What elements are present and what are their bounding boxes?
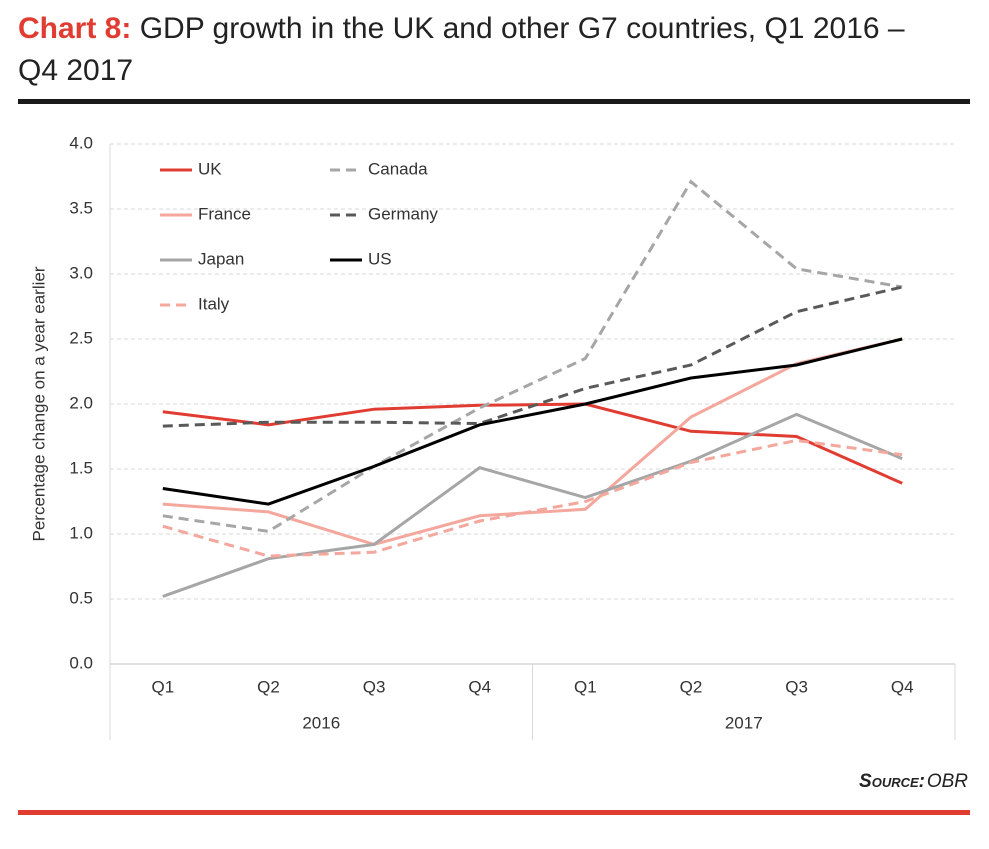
x-tick-label: Q1: [574, 677, 597, 696]
y-tick-label: 1.5: [69, 458, 93, 477]
y-tick-label: 0.0: [69, 653, 93, 672]
x-tick-label: Q2: [680, 677, 703, 696]
y-tick-label: 2.0: [69, 393, 93, 412]
legend-label: Canada: [368, 159, 428, 178]
y-tick-label: 2.5: [69, 328, 93, 347]
source-label: Source:: [859, 771, 925, 792]
y-tick-label: 0.5: [69, 588, 93, 607]
y-tick-label: 1.0: [69, 523, 93, 542]
title-prefix: Chart 8:: [18, 12, 132, 45]
legend-label: US: [368, 249, 392, 268]
bottom-rule: [18, 810, 970, 815]
legend-label: Italy: [198, 294, 230, 313]
legend-label: Germany: [368, 204, 438, 223]
x-tick-label: Q3: [785, 677, 808, 696]
x-tick-label: Q4: [468, 677, 491, 696]
x-tick-label: Q1: [151, 677, 174, 696]
legend-label: Japan: [198, 249, 244, 268]
title-block: Chart 8: GDP growth in the UK and other …: [18, 8, 933, 92]
x-tick-label: Q2: [257, 677, 280, 696]
y-tick-label: 4.0: [69, 133, 93, 152]
chart-title: GDP growth in the UK and other G7 countr…: [18, 12, 905, 87]
x-tick-label: Q3: [363, 677, 386, 696]
y-tick-label: 3.0: [69, 263, 93, 282]
series-line: [162, 337, 903, 506]
legend-label: UK: [198, 159, 222, 178]
series-line: [162, 285, 903, 428]
series-line: [162, 438, 903, 558]
source: OBR: [927, 771, 968, 792]
x-group-label: 2016: [302, 713, 340, 732]
series-line: [162, 179, 903, 533]
y-axis-label: Percentage change on a year earlier: [29, 266, 48, 541]
legend-label: France: [198, 204, 251, 223]
top-rule: [18, 99, 970, 104]
y-tick-label: 3.5: [69, 198, 93, 217]
x-tick-label: Q4: [891, 677, 914, 696]
series-line: [162, 412, 903, 598]
x-group-label: 2017: [725, 713, 763, 732]
series-line: [162, 337, 903, 546]
